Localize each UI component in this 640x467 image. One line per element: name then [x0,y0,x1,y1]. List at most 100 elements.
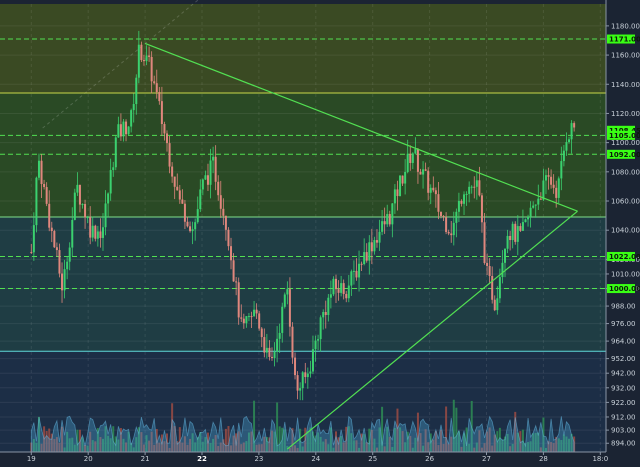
volume-bar-141 [391,446,394,452]
trendline-0[interactable] [144,42,578,212]
time-axis-background [0,452,640,463]
time-tick-label-4: 23 [254,455,263,463]
volume-bar-119 [335,431,338,452]
candle-body-60 [183,203,186,222]
candle-body-143 [396,189,399,197]
price-tick-label-15: 942.00 [611,370,636,378]
price-tick-label-18: 912.00 [611,413,636,421]
volume-bar-170 [465,427,468,452]
candle-body-152 [419,171,422,175]
price-tick-label-11: 988.00 [611,303,636,311]
price-tick-label-13: 964.00 [611,338,636,346]
volume-bar-114 [322,441,325,452]
candle-body-4 [40,160,43,185]
volume-bar-189 [514,411,517,452]
candle-body-114 [322,312,325,318]
candle-body-150 [414,148,417,154]
candle-body-51 [160,101,163,125]
candle-body-55 [171,166,174,177]
volume-bar-17 [73,444,76,452]
volume-bar-135 [375,447,378,452]
candle-body-67 [201,179,204,190]
volume-bar-72 [214,435,217,452]
candle-body-120 [337,289,340,293]
candle-body-75 [222,208,225,216]
candle-body-172 [470,186,473,188]
price-tick-label-6: 1060.00 [611,198,640,206]
candle-body-178 [486,263,489,266]
candle-body-91 [263,337,266,353]
candle-body-203 [550,176,553,185]
candle-body-8 [50,227,53,232]
candle-body-207 [560,161,563,179]
trendline-1[interactable] [286,210,578,450]
candle-body-198 [537,198,540,205]
volume-bar-9 [53,438,56,452]
candle-body-192 [521,222,524,231]
volume-bar-129 [360,433,363,452]
price-badge-label-2: 1105.00 [609,132,640,140]
price-zones [0,4,606,452]
candle-body-103 [294,357,297,376]
candle-body-66 [199,189,202,210]
candle-body-25 [94,225,97,239]
volume-bar-148 [409,435,412,452]
volume-bar-167 [457,431,460,452]
price-tick-label-3: 1120.00 [611,110,640,118]
extension-line [42,0,199,129]
volume-bar-34 [117,439,120,452]
candle-body-165 [452,222,455,236]
candle-body-139 [386,214,389,225]
candle-body-177 [483,222,486,264]
volume-bar-95 [273,431,276,452]
volume-bar-94 [270,430,273,452]
candle-body-112 [317,339,320,341]
candle-body-190 [516,226,519,242]
candle-body-22 [86,217,89,219]
volume-bar-76 [224,428,227,452]
candle-body-28 [101,227,104,238]
volume-bar-73 [217,446,220,452]
volume-bar-77 [227,426,230,452]
volume-area [30,415,575,453]
volume-bar-174 [475,442,478,452]
volume-bar-130 [363,434,366,452]
candle-body-206 [557,178,560,198]
price-tick-label-12: 976.00 [611,320,636,328]
volume-bar-110 [311,431,314,452]
volume-bar-31 [109,438,112,452]
volume-bar-67 [201,441,204,452]
volume-bar-158 [434,431,437,452]
candle-body-85 [247,316,250,318]
candle-body-0 [30,252,33,254]
volume-bar-60 [183,436,186,452]
volume-bar-39 [130,443,133,452]
candle-body-14 [66,261,69,270]
volume-bar-45 [145,435,148,452]
volume-bar-122 [342,442,345,452]
volume-bar-201 [544,447,547,452]
volume-bar-74 [219,442,222,452]
candle-body-81 [237,282,240,318]
volume-bar-177 [483,443,486,452]
trendlines[interactable] [144,42,578,450]
candle-body-31 [109,170,112,194]
volume-bar-109 [309,427,312,452]
time-tick-label-1: 20 [84,455,93,463]
candle-body-47 [150,56,153,82]
candle-body-74 [219,195,222,209]
volume-bar-178 [486,431,489,452]
volume-bar-24 [91,440,94,452]
candle-body-12 [61,273,64,291]
volume-bar-1 [32,438,35,452]
volume-bar-155 [427,442,430,452]
volume-bar-48 [153,444,156,452]
volume-bar-83 [242,442,245,452]
price-badge-3 [607,149,635,159]
volume-bar-21 [84,444,87,452]
candle-body-121 [340,283,343,293]
volume-bar-43 [140,432,143,452]
volume-bar-81 [237,431,240,452]
